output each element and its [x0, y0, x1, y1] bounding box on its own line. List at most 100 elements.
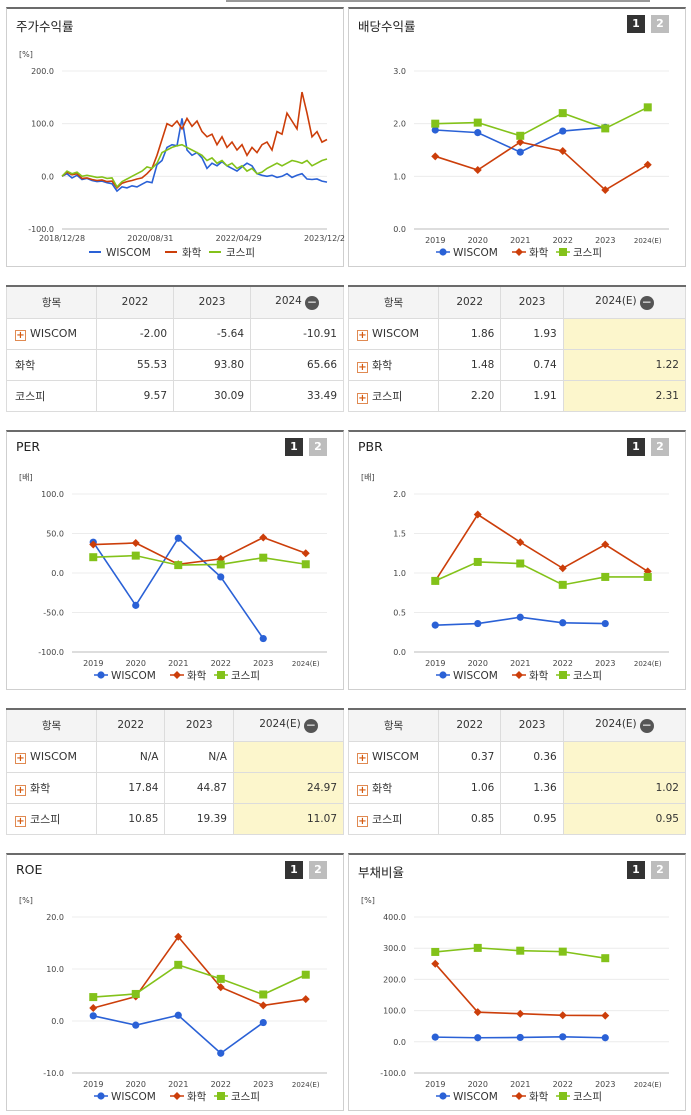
- y-tick-label: 1.0: [393, 172, 406, 181]
- minus-circle-icon[interactable]: −: [303, 717, 318, 733]
- plus-box-icon[interactable]: +: [357, 361, 368, 373]
- value-cell: 44.87: [164, 771, 234, 804]
- data-point: [601, 954, 610, 963]
- plus-box-icon[interactable]: +: [15, 752, 26, 764]
- panel-header: ROE 1 2: [7, 855, 343, 885]
- value-cell: 0.37: [437, 740, 502, 773]
- series-line: [93, 935, 306, 1009]
- page-2-button[interactable]: 2: [309, 861, 327, 879]
- y-tick-label: 300.0: [383, 944, 406, 953]
- value-cell: 1.48: [437, 348, 502, 381]
- value-cell: 55.53: [95, 348, 175, 381]
- page-1-button[interactable]: 1: [627, 438, 645, 456]
- value-cell: 1.22: [562, 348, 687, 381]
- plus-box-icon[interactable]: +: [357, 815, 368, 827]
- column-header-label: 항목: [383, 719, 404, 732]
- minus-circle-icon[interactable]: −: [304, 294, 319, 310]
- data-point: [474, 619, 482, 628]
- page-1-button[interactable]: 1: [627, 15, 645, 33]
- legend-item: 화학: [165, 247, 202, 259]
- column-header: 2024−: [250, 285, 344, 319]
- data-point: [473, 166, 482, 175]
- plus-box-icon[interactable]: +: [15, 815, 26, 827]
- x-tick-label: 2020: [468, 236, 488, 245]
- value-cell: -2.00: [95, 317, 175, 350]
- series-1: [89, 533, 310, 569]
- minus-circle-icon[interactable]: −: [639, 294, 654, 310]
- x-tick-label: 2024(E): [292, 1081, 320, 1089]
- x-tick-label: 2019: [83, 1080, 103, 1089]
- data-point: [601, 1034, 609, 1042]
- data-point: [131, 989, 140, 998]
- page-2-button[interactable]: 2: [651, 861, 669, 879]
- data-point: [515, 248, 523, 256]
- page-2-button[interactable]: 2: [651, 15, 669, 33]
- legend-item: WISCOM: [436, 247, 498, 259]
- data-point: [516, 559, 525, 568]
- page-2-button[interactable]: 2: [309, 438, 327, 456]
- x-tick-label: 2024(E): [634, 237, 662, 245]
- per-chart: [배] 100.0 50.0 0.0 -50.0 -100.0 2019 2020 2021 20…: [19, 473, 327, 682]
- series-0: [431, 1033, 609, 1042]
- plus-box-icon[interactable]: +: [357, 329, 368, 341]
- legend-label: 코스피: [226, 247, 255, 259]
- legend-label: 화학: [187, 1091, 207, 1103]
- minus-circle-icon[interactable]: −: [639, 717, 654, 733]
- column-header: 2022: [95, 285, 175, 319]
- plus-box-icon[interactable]: +: [15, 329, 26, 341]
- legend-label: WISCOM: [106, 247, 151, 259]
- data-point: [601, 1011, 610, 1020]
- plus-box-icon[interactable]: +: [357, 784, 368, 796]
- data-point: [473, 1008, 482, 1017]
- data-point: [217, 1092, 225, 1100]
- series-line: [434, 963, 606, 1017]
- page-1-button[interactable]: 1: [285, 861, 303, 879]
- x-tick-label: 2023: [595, 236, 615, 245]
- data-point: [516, 138, 525, 147]
- column-header: 2023: [164, 708, 234, 742]
- data-point: [474, 1034, 482, 1042]
- page-1-button[interactable]: 1: [285, 438, 303, 456]
- page-2-button[interactable]: 2: [651, 438, 669, 456]
- series-2: [431, 557, 652, 589]
- x-tick-label: 2022/04/29: [216, 234, 262, 243]
- data-point: [431, 126, 439, 134]
- value-cell: -10.91: [250, 317, 344, 350]
- data-point: [132, 1021, 140, 1029]
- table-row: + 화학 17.84 44.87 24.97: [6, 771, 345, 804]
- data-point: [431, 152, 440, 161]
- plus-box-icon[interactable]: +: [15, 784, 26, 796]
- y-tick-label: 0.0: [393, 648, 406, 657]
- column-header: 2023: [500, 708, 564, 742]
- data-point: [89, 540, 98, 549]
- x-tick-label: 2020/08/31: [127, 234, 173, 243]
- data-point: [131, 551, 140, 560]
- value-cell: N/A: [164, 740, 234, 773]
- value-cell: 2.20: [437, 379, 502, 412]
- page-1-button[interactable]: 1: [627, 861, 645, 879]
- panel-per: PER 1 2 [배] 100.0 50.0 0.0 -50.0 -100.0 2019 20…: [6, 430, 344, 690]
- table-row: + WISCOM 0.37 0.36: [348, 740, 687, 773]
- value-cell: 1.86: [437, 317, 502, 350]
- data-point: [259, 533, 268, 542]
- row-name-cell: 코스피: [6, 379, 97, 412]
- data-point: [559, 1092, 567, 1100]
- unit-label: [%]: [19, 50, 33, 59]
- y-tick-label: 200.0: [383, 975, 406, 984]
- data-point: [559, 127, 567, 135]
- legend-label: WISCOM: [111, 670, 156, 682]
- table-header-row: 항목 2022 2023 2024−: [6, 285, 344, 319]
- x-tick-label: 2019: [425, 236, 445, 245]
- plus-box-icon[interactable]: +: [357, 392, 368, 404]
- panel-header: PER 1 2: [7, 432, 343, 462]
- row-name-cell: + 코스피: [348, 802, 439, 835]
- plus-box-icon[interactable]: +: [357, 752, 368, 764]
- value-cell: 1.36: [500, 771, 564, 804]
- column-header: 항목: [348, 708, 439, 742]
- data-point: [174, 1011, 182, 1019]
- data-point: [439, 671, 447, 679]
- x-tick-label: 2023/12/28: [304, 234, 345, 243]
- column-header-label: 항목: [383, 296, 404, 309]
- data-point: [601, 572, 610, 581]
- column-header: 항목: [348, 285, 439, 319]
